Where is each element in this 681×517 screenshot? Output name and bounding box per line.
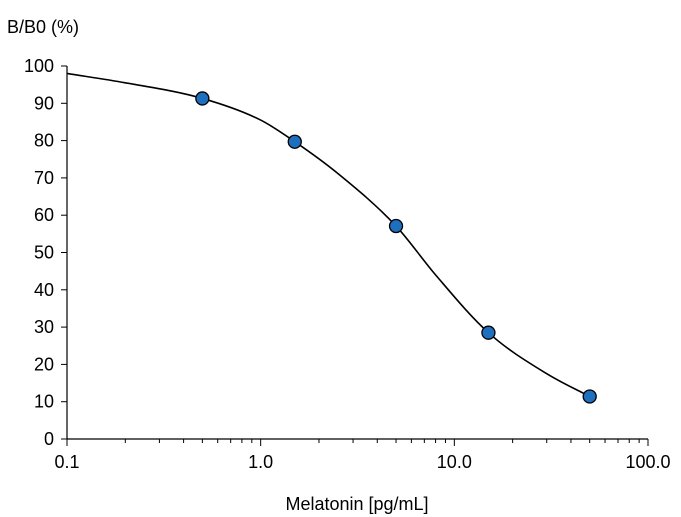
y-axis-title: B/B0 (%): [7, 17, 79, 37]
y-tick-label: 100: [24, 56, 54, 76]
x-tick-label: 0.1: [54, 452, 79, 472]
x-tick-label: 10.0: [437, 452, 472, 472]
tick-labels: 0 10 20 30 40 50 60 70 80 90 100 0.1 1.0 10.0 100.0: [24, 56, 671, 472]
y-tick-label: 80: [34, 131, 54, 151]
data-point: [582, 389, 597, 404]
y-tick-label: 0: [44, 429, 54, 449]
axes: [66, 66, 648, 440]
y-tick-label: 40: [34, 280, 54, 300]
y-tick-label: 60: [34, 205, 54, 225]
data-point: [287, 134, 302, 149]
y-tick-label: 70: [34, 168, 54, 188]
y-tick-label: 30: [34, 317, 54, 337]
data-point: [481, 325, 496, 340]
data-points: [195, 91, 597, 404]
x-axis-title: Melatonin [pg/mL]: [285, 494, 428, 514]
y-tick-label: 50: [34, 243, 54, 263]
y-tick-label: 90: [34, 93, 54, 113]
data-point: [388, 218, 404, 234]
x-tick-label: 1.0: [248, 452, 273, 472]
y-tick-label: 20: [34, 354, 54, 374]
x-tick-label: 100.0: [625, 452, 670, 472]
y-tick-label: 10: [34, 392, 54, 412]
fit-curve-line: [66, 72, 591, 398]
ticks: [61, 65, 649, 446]
data-point: [195, 91, 210, 106]
fit-curve: [66, 72, 591, 398]
